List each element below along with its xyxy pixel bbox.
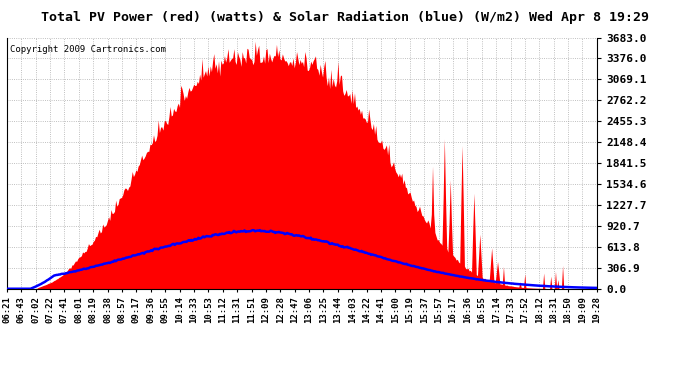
Text: Copyright 2009 Cartronics.com: Copyright 2009 Cartronics.com bbox=[10, 45, 166, 54]
Text: Total PV Power (red) (watts) & Solar Radiation (blue) (W/m2) Wed Apr 8 19:29: Total PV Power (red) (watts) & Solar Rad… bbox=[41, 11, 649, 24]
